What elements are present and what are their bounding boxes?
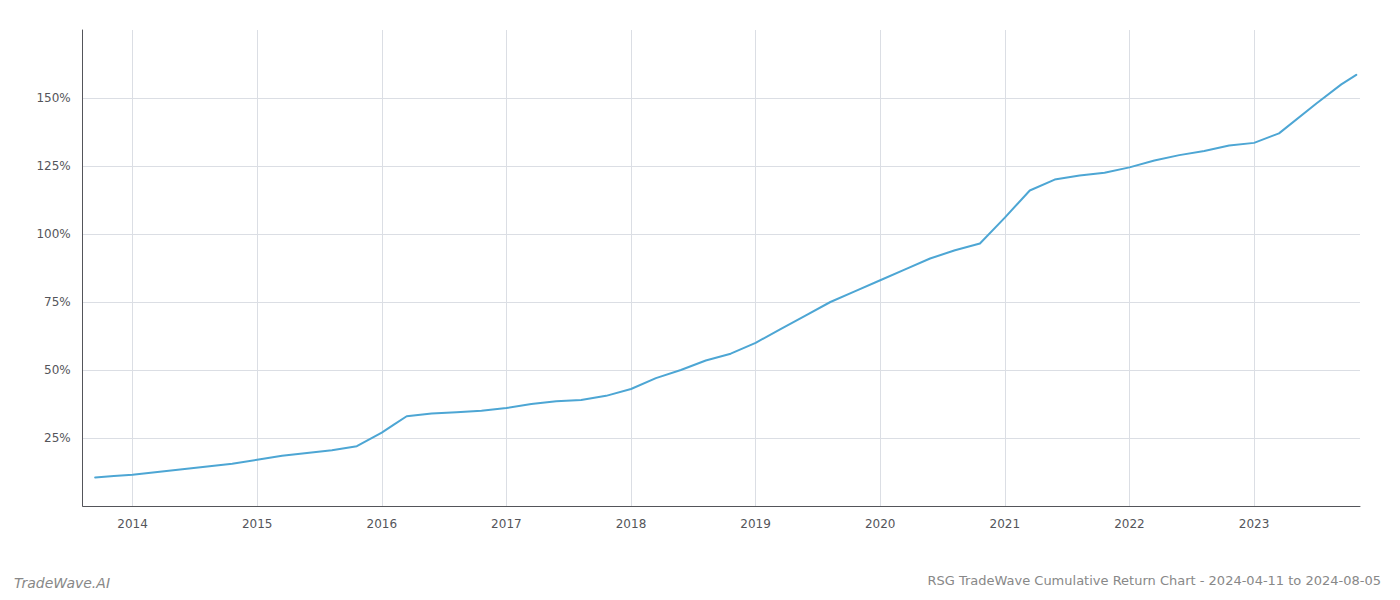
svg-text:RSG TradeWave Cumulative Retur: RSG TradeWave Cumulative Return Chart - … — [927, 573, 1381, 588]
svg-text:TradeWave.AI: TradeWave.AI — [14, 575, 110, 591]
svg-text:100%: 100% — [36, 227, 70, 241]
svg-text:2023: 2023 — [1239, 517, 1270, 531]
svg-text:150%: 150% — [36, 91, 70, 105]
svg-text:2019: 2019 — [740, 517, 771, 531]
svg-text:25%: 25% — [44, 431, 71, 445]
svg-text:2017: 2017 — [491, 517, 522, 531]
svg-text:2016: 2016 — [366, 517, 397, 531]
svg-text:2014: 2014 — [117, 517, 148, 531]
svg-text:2015: 2015 — [242, 517, 273, 531]
svg-text:50%: 50% — [44, 363, 71, 377]
svg-text:125%: 125% — [36, 159, 70, 173]
svg-text:2018: 2018 — [616, 517, 647, 531]
svg-text:2021: 2021 — [990, 517, 1021, 531]
svg-text:2022: 2022 — [1114, 517, 1145, 531]
svg-text:75%: 75% — [44, 295, 71, 309]
svg-text:2020: 2020 — [865, 517, 896, 531]
